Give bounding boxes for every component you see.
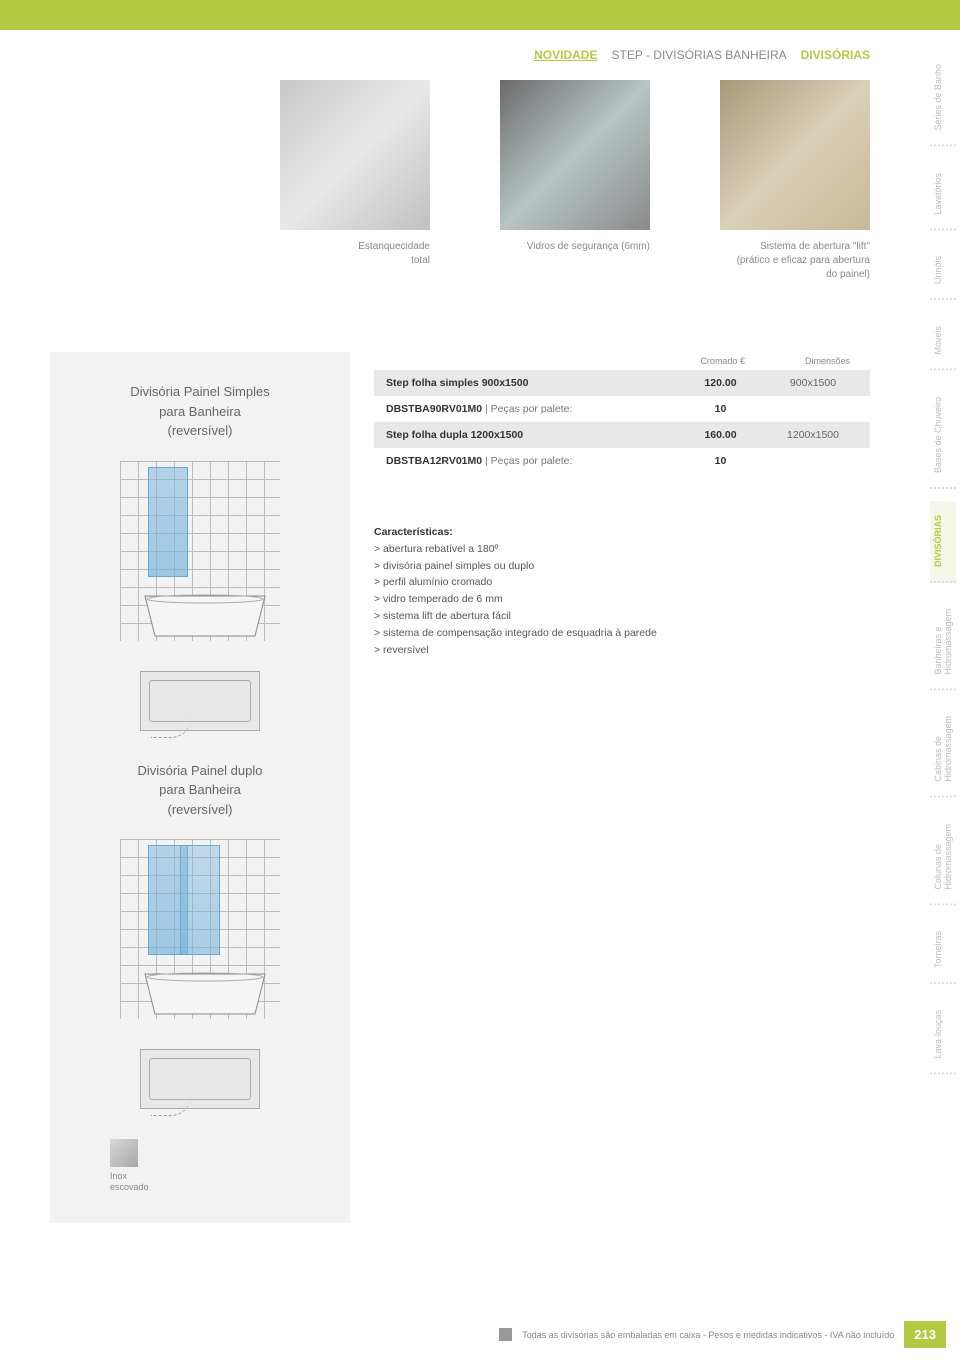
side-tabs: Séries de Banho Lavatórios Urinóis Móvei… [930,50,956,1075]
side-tab-active[interactable]: DIVISÓRIAS [930,501,956,583]
table-row: Step folha simples 900x1500 120.00 900x1… [374,370,870,396]
topview-simple [140,671,260,731]
product-title-simple: Divisória Painel Simples para Banheira (… [130,382,269,441]
row-dim: 900x1500 [768,377,858,389]
row-sub: | Peças por palete: [482,455,572,467]
breadcrumb-section: DIVISÓRIAS [801,48,870,62]
side-tab[interactable]: Colunas de Hidromassagem [930,810,956,906]
footer: Todas as divisórias são embaladas em cai… [0,1311,960,1358]
topview-duplo [140,1049,260,1109]
feature-item: Vidros de segurança (6mm) [500,80,650,282]
feature-image [720,80,870,230]
header-dim: Dimensões [805,356,850,366]
row-sub: | Peças por palete: [482,403,572,415]
row-price: 160.00 [683,429,758,441]
side-tab[interactable]: Urinóis [930,242,956,300]
right-column: Cromado € Dimensões Step folha simples 9… [374,352,960,1223]
page-number: 213 [904,1321,946,1348]
diagram-duplo [120,839,280,1019]
breadcrumb-novidade: NOVIDADE [534,48,597,62]
swatch-box: Inox escovado [70,1139,149,1193]
side-tab[interactable]: Torneiras [930,917,956,984]
row-price: 10 [683,403,758,415]
feature-caption: Sistema de abertura "lift" (prático e ef… [720,240,870,282]
table-row: DBSTBA12RV01M0 | Peças por palete: 10 [374,448,870,474]
side-tab[interactable]: Bases de Chuveiro [930,383,956,489]
price-table: Cromado € Dimensões Step folha simples 9… [374,352,870,474]
char-item: > perfil alumínio cromado [374,576,492,588]
char-item: > sistema lift de abertura fácil [374,610,511,622]
row-name: DBSTBA90RV01M0 [386,403,482,415]
table-row: DBSTBA90RV01M0 | Peças por palete: 10 [374,396,870,422]
diagram-simple [120,461,280,641]
box-icon [499,1328,512,1341]
product-title-duplo: Divisória Painel duplo para Banheira (re… [137,761,262,820]
side-tab[interactable]: Cabinas de Hidromassagem [930,702,956,798]
table-header: Cromado € Dimensões [374,352,870,370]
side-tab[interactable]: Lava-louças [930,996,956,1075]
side-tab[interactable]: Móveis [930,312,956,371]
feature-caption: Vidros de segurança (6mm) [500,240,650,254]
char-item: > abertura rebatível a 180º [374,543,498,555]
side-tab[interactable]: Lavatórios [930,159,956,231]
char-item: > divisória painel simples ou duplo [374,560,534,572]
char-item: > vidro temperado de 6 mm [374,593,503,605]
top-bar [0,0,960,30]
breadcrumb-title: STEP - DIVISÓRIAS BANHEIRA [611,48,786,62]
feature-row: Estanquecidade total Vidros de segurança… [0,80,960,282]
feature-image [280,80,430,230]
characteristics-title: Características: [374,526,453,538]
feature-caption: Estanquecidade total [280,240,430,268]
char-item: > reversível [374,644,429,656]
table-row: Step folha dupla 1200x1500 160.00 1200x1… [374,422,870,448]
side-tab[interactable]: Banheiras e Hidromassagem [930,595,956,691]
row-price: 120.00 [683,377,758,389]
characteristics: Características: > abertura rebatível a … [374,524,870,658]
header-price: Cromado € [700,356,745,366]
left-column: Divisória Painel Simples para Banheira (… [50,352,350,1223]
row-dim: 1200x1500 [768,429,858,441]
feature-image [500,80,650,230]
row-price: 10 [683,455,758,467]
feature-item: Estanquecidade total [280,80,430,282]
swatch-label: Inox escovado [110,1171,149,1193]
footer-text: Todas as divisórias são embaladas em cai… [522,1330,894,1340]
row-name: Step folha simples 900x1500 [386,377,528,389]
breadcrumb: NOVIDADE STEP - DIVISÓRIAS BANHEIRA DIVI… [0,42,960,68]
swatch-inox [110,1139,138,1167]
side-tab[interactable]: Séries de Banho [930,50,956,147]
char-item: > sistema de compensação integrado de es… [374,627,657,639]
row-name: Step folha dupla 1200x1500 [386,429,523,441]
row-name: DBSTBA12RV01M0 [386,455,482,467]
feature-item: Sistema de abertura "lift" (prático e ef… [720,80,870,282]
